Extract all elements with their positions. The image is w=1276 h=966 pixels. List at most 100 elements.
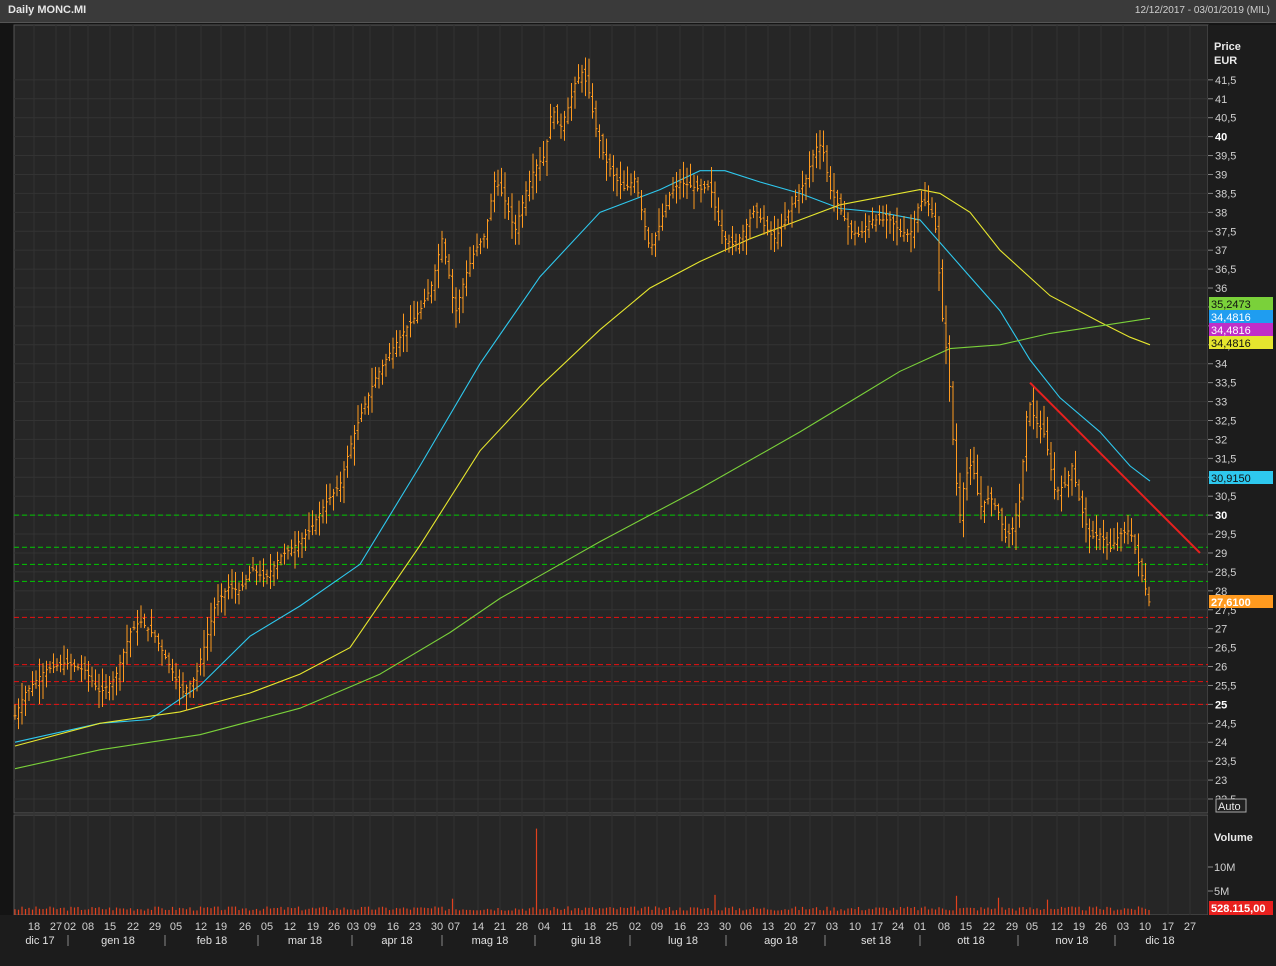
price-bar: [363, 396, 367, 415]
chart-title: Daily MONC.MI: [8, 4, 87, 16]
price-tick-label: 39,5: [1215, 151, 1236, 163]
price-bar: [787, 209, 790, 225]
price-bar: [647, 227, 650, 248]
day-tick-label: 10: [1139, 921, 1151, 933]
price-bar: [1049, 442, 1053, 481]
price-bar: [461, 278, 465, 314]
day-tick-label: 24: [892, 921, 904, 933]
value-badge-label: 34,4816: [1211, 338, 1251, 350]
price-bar: [654, 232, 657, 257]
price-bar: [990, 487, 993, 517]
day-tick-label: 12: [1051, 921, 1063, 933]
price-bar: [290, 539, 293, 557]
price-tick-label: 30: [1215, 510, 1227, 522]
price-bar: [416, 301, 419, 324]
price-bar: [286, 545, 290, 560]
price-chart[interactable]: 41,54140,54039,53938,53837,53736,53635,5…: [0, 23, 1276, 966]
day-tick-label: 03: [347, 921, 359, 933]
price-bar: [129, 627, 132, 658]
price-bar: [1109, 528, 1112, 553]
price-bar: [741, 224, 745, 251]
day-tick-label: 16: [387, 921, 399, 933]
price-bar: [493, 171, 496, 213]
price-bar: [1137, 533, 1140, 577]
day-tick-label: 29: [1006, 921, 1018, 933]
price-bar: [643, 208, 647, 241]
month-label: apr 18: [381, 935, 412, 947]
price-tick-label: 28,5: [1215, 567, 1236, 579]
price-bar: [731, 225, 734, 256]
price-bar: [52, 653, 55, 673]
price-bar: [136, 610, 139, 646]
month-label: nov 18: [1055, 935, 1088, 947]
day-tick-label: 20: [784, 921, 796, 933]
price-bar: [1067, 470, 1070, 498]
price-bar: [223, 588, 227, 616]
price-bar: [437, 243, 440, 289]
price-bar: [227, 574, 230, 600]
price-bar: [545, 139, 549, 177]
day-tick-label: 10: [849, 921, 861, 933]
price-bar: [510, 193, 514, 239]
price-bar: [1144, 563, 1147, 596]
date-range: 12/12/2017 - 03/01/2019 (MIL): [1134, 5, 1270, 16]
price-bar: [87, 660, 90, 692]
price-bar: [489, 193, 493, 221]
price-bar: [864, 213, 867, 243]
value-badge: [1209, 471, 1273, 484]
price-bar: [269, 554, 272, 589]
price-bar: [181, 672, 185, 699]
price-bar: [997, 503, 1000, 520]
price-bar: [839, 193, 843, 215]
price-bar: [41, 663, 45, 700]
price-bar: [90, 666, 94, 688]
price-bar: [339, 471, 342, 503]
day-tick-label: 18: [28, 921, 40, 933]
price-bar: [31, 671, 34, 697]
price-bar: [514, 214, 517, 245]
price-bar: [790, 196, 794, 228]
price-bar: [1063, 467, 1067, 488]
volume-value-badge: [1209, 901, 1273, 915]
day-tick-label: 08: [938, 921, 950, 933]
value-badge-label: 34,4816: [1211, 325, 1251, 337]
value-badge-label: 30,9150: [1211, 473, 1251, 485]
price-bar: [370, 367, 374, 413]
price-bar: [913, 210, 916, 249]
price-bar: [1081, 490, 1084, 528]
price-tick-label: 37,5: [1215, 226, 1236, 238]
day-tick-label: 13: [762, 921, 774, 933]
price-bar: [895, 207, 899, 246]
price-bar: [832, 172, 836, 212]
day-tick-label: 23: [697, 921, 709, 933]
price-bar: [937, 216, 941, 292]
price-tick-label: 40,5: [1215, 113, 1236, 125]
price-bar: [738, 233, 741, 254]
price-bar: [101, 668, 104, 708]
price-bar: [552, 107, 556, 130]
day-tick-label: 17: [871, 921, 883, 933]
price-bar: [769, 221, 773, 250]
price-bar: [108, 676, 111, 701]
price-bar: [1035, 400, 1039, 439]
day-tick-label: 05: [261, 921, 273, 933]
price-tick-label: 36,5: [1215, 264, 1236, 276]
price-bar: [1123, 521, 1126, 544]
price-bar: [962, 482, 965, 538]
price-bar: [685, 167, 689, 199]
price-bar: [157, 633, 160, 652]
price-bar: [444, 238, 447, 265]
auto-scale-box[interactable]: [1215, 798, 1247, 813]
price-bar: [419, 300, 423, 320]
price-bar: [381, 359, 384, 385]
price-bar: [1126, 514, 1130, 545]
day-tick-label: 19: [1073, 921, 1085, 933]
price-bar: [297, 530, 300, 558]
price-bars: [13, 57, 1151, 730]
price-bar: [563, 110, 566, 141]
price-bar: [13, 704, 17, 720]
price-bar: [892, 215, 895, 241]
price-bar: [1004, 516, 1007, 543]
date-axis-panel: [0, 915, 1276, 966]
value-badge: [1209, 323, 1273, 336]
